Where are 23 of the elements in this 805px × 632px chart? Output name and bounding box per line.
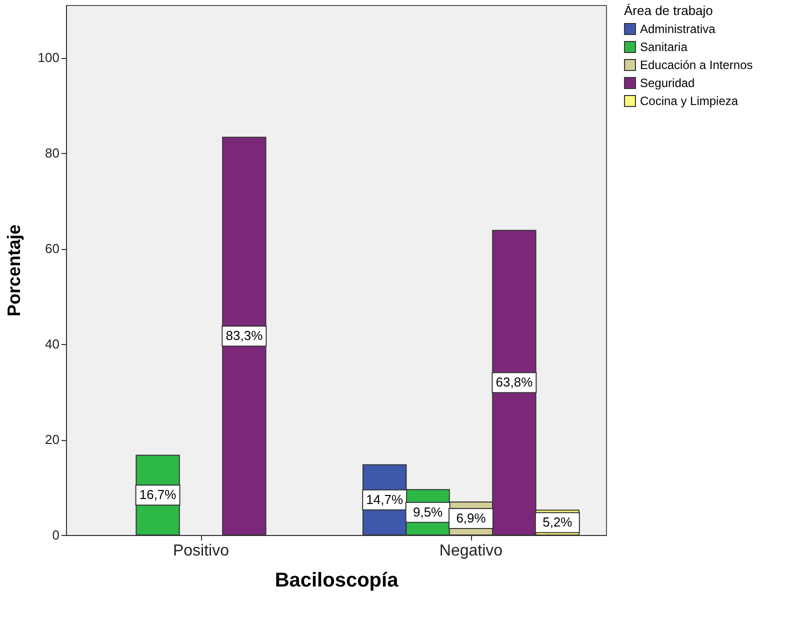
data-label: 6,9%	[456, 510, 486, 526]
y-tick-label: 0	[52, 528, 60, 542]
data-label: 63,8%	[496, 374, 534, 390]
legend-title: Área de trabajo	[624, 3, 713, 18]
legend-label: Sanitaria	[640, 40, 688, 54]
y-tick-label: 80	[45, 146, 60, 161]
y-tick-label: 100	[38, 50, 60, 66]
data-label: 16,7%	[139, 487, 177, 502]
legend-label: Administrativa	[640, 22, 716, 36]
data-label: 83,3%	[226, 328, 264, 344]
y-tick-label: 40	[45, 336, 60, 352]
y-tick-label: 20	[45, 432, 60, 448]
y-axis-title: Porcentaje	[4, 224, 24, 317]
y-tick-label: 60	[45, 241, 60, 256]
legend-label: Educación a Internos	[640, 58, 753, 72]
data-label: 9,5%	[412, 504, 444, 520]
x-tick-label: Negativo	[439, 542, 503, 560]
data-label: 14,7%	[366, 492, 404, 507]
data-label: 5,2%	[542, 514, 573, 530]
x-axis-title: Baciloscopía	[274, 570, 400, 592]
legend-label: Seguridad	[640, 76, 695, 90]
legend-label: Cocina y Limpieza	[640, 94, 738, 108]
x-tick-label: Positivo	[172, 542, 230, 560]
